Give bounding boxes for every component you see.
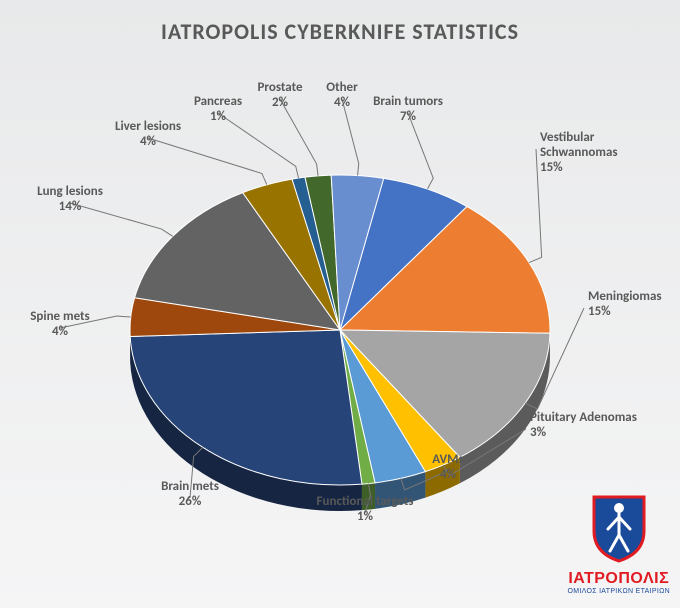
pie-slice xyxy=(130,330,362,485)
slice-label: Prostate2% xyxy=(258,81,303,111)
slice-label: VestibularSchwannomas15% xyxy=(540,131,618,176)
slice-label: Brain mets26% xyxy=(161,480,219,510)
slice-label: Meningiomas15% xyxy=(588,290,662,320)
slice-label: Liver lesions4% xyxy=(115,120,181,150)
logo-subtitle: ΟΜΙΛΟΣ ΙΑΤΡΙΚΩΝ ΕΤΑΙΡΙΩΝ xyxy=(568,588,671,595)
logo-shield-icon xyxy=(590,493,648,563)
brand-logo: ΙΑΤΡΟΠΟΛΙΣ ΟΜΙΛΟΣ ΙΑΤΡΙΚΩΝ ΕΤΑΙΡΙΩΝ xyxy=(568,493,671,595)
pie-chart: ΙΑΤΡΟΠΟΛΙΣ ΟΜΙΛΟΣ ΙΑΤΡΙΚΩΝ ΕΤΑΙΡΙΩΝ Brai… xyxy=(0,45,680,605)
slice-label: AVMs4% xyxy=(432,453,463,483)
slice-label: Brain tumors7% xyxy=(373,95,443,125)
chart-title: IATROPOLIS CYBERKNIFE STATISTICS xyxy=(0,0,680,45)
logo-name: ΙΑΤΡΟΠΟΛΙΣ xyxy=(568,570,671,588)
slice-label: Pituitary Adenomas3% xyxy=(530,411,637,441)
slice-label: Other4% xyxy=(326,81,357,111)
slice-label: Functional targets1% xyxy=(317,495,414,525)
slice-label: Spine mets4% xyxy=(30,310,90,340)
slice-label: Lung lesions14% xyxy=(37,185,103,215)
slice-label: Pancreas1% xyxy=(194,95,242,125)
